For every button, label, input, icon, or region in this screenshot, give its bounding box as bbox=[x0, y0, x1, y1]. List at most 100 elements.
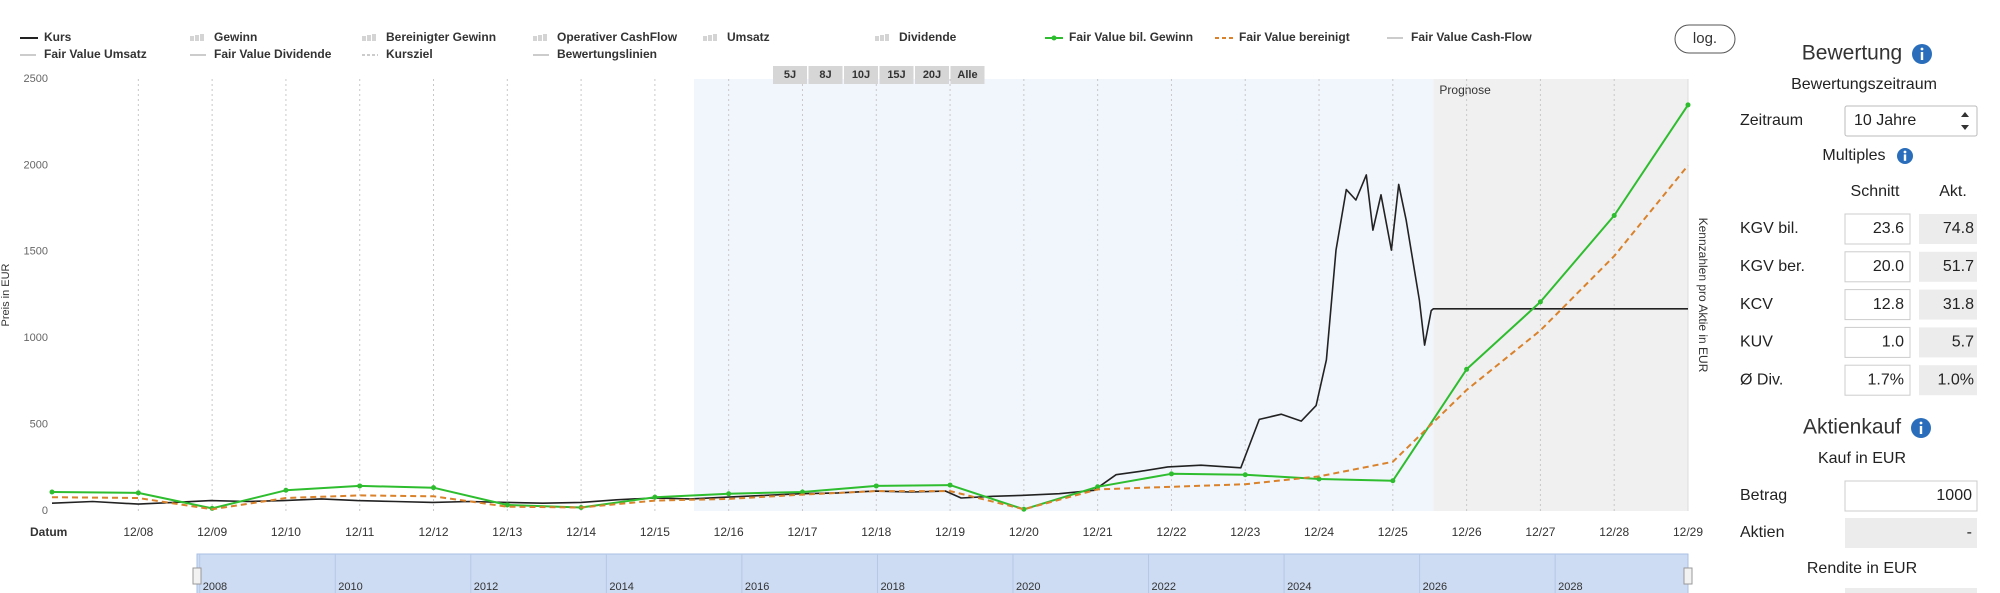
x-axis-label: Datum bbox=[30, 525, 67, 539]
range-button-label[interactable]: 10J bbox=[852, 69, 870, 81]
panel-subtitle: Bewertungszeitraum bbox=[1791, 76, 1937, 93]
navigator-handle[interactable] bbox=[192, 567, 202, 585]
avg-value[interactable]: 20.0 bbox=[1873, 258, 1904, 275]
legend-symbol bbox=[713, 34, 717, 41]
range-button-label[interactable]: 8J bbox=[819, 69, 831, 81]
info-icon-bar bbox=[1920, 52, 1924, 60]
x-tick-label: 12/14 bbox=[566, 525, 596, 539]
legend-label[interactable]: Bewertungslinien bbox=[557, 47, 657, 61]
legend-label[interactable]: Gewinn bbox=[214, 30, 257, 44]
row-label: KCV bbox=[1740, 296, 1773, 313]
y-tick-label: 1000 bbox=[24, 332, 48, 344]
navigator-tick-label: 2022 bbox=[1152, 581, 1176, 593]
field-label: Betrag bbox=[1740, 487, 1787, 504]
series-point bbox=[135, 490, 141, 496]
series-line bbox=[51, 164, 1689, 511]
legend-label[interactable]: Fair Value bereinigt bbox=[1239, 30, 1350, 44]
avg-value[interactable]: 1.0 bbox=[1882, 334, 1904, 351]
amount-input[interactable] bbox=[1844, 480, 1978, 512]
series-point bbox=[431, 485, 437, 491]
legend-label[interactable]: Kursziel bbox=[386, 47, 433, 61]
avg-value[interactable]: 12.8 bbox=[1873, 296, 1904, 313]
legend-symbol bbox=[362, 36, 366, 41]
info-icon-bar bbox=[1903, 154, 1907, 161]
legend-label[interactable]: Kurs bbox=[44, 30, 72, 44]
navigator-tick-label: 2028 bbox=[1558, 581, 1582, 593]
x-tick-label: 12/27 bbox=[1525, 525, 1555, 539]
x-tick-label: 12/26 bbox=[1452, 525, 1482, 539]
series-point bbox=[1464, 366, 1470, 372]
range-button-label[interactable]: 20J bbox=[923, 69, 941, 81]
current-box bbox=[1919, 214, 1977, 244]
info-icon-dot bbox=[1919, 421, 1923, 425]
legend-label[interactable]: Dividende bbox=[899, 30, 957, 44]
x-tick-label: 12/28 bbox=[1599, 525, 1629, 539]
y-axis-label: Preis in EUR bbox=[0, 263, 12, 326]
log-button-label[interactable]: log. bbox=[1693, 30, 1717, 47]
series-point bbox=[1685, 102, 1691, 108]
navigator-tick-label: 2024 bbox=[1287, 581, 1311, 593]
current-box bbox=[1919, 251, 1977, 282]
amount-value[interactable]: 1000 bbox=[1936, 487, 1972, 504]
avg-value[interactable]: 23.6 bbox=[1873, 220, 1904, 237]
section-title: Multiples bbox=[1822, 147, 1885, 164]
legend-symbol bbox=[195, 35, 199, 41]
x-tick-label: 12/11 bbox=[345, 525, 374, 539]
x-tick-label: 12/20 bbox=[1009, 525, 1039, 539]
range-button[interactable] bbox=[950, 66, 985, 84]
period-select[interactable] bbox=[1844, 105, 1978, 137]
current-value: 1.0% bbox=[1938, 371, 1974, 388]
avg-value[interactable]: 1.7% bbox=[1868, 371, 1904, 388]
range-button[interactable] bbox=[808, 66, 843, 84]
range-button[interactable] bbox=[879, 66, 914, 84]
forecast-range bbox=[1433, 79, 1688, 511]
range-button-label[interactable]: 15J bbox=[887, 69, 905, 81]
x-tick-label: 12/23 bbox=[1230, 525, 1260, 539]
legend-label[interactable]: Fair Value Cash-Flow bbox=[1411, 30, 1532, 44]
log-button[interactable] bbox=[1674, 24, 1736, 54]
navigator-handle[interactable] bbox=[1683, 567, 1693, 585]
legend-label[interactable]: Fair Value Umsatz bbox=[44, 47, 147, 61]
avg-input[interactable] bbox=[1844, 289, 1911, 321]
navigator-tick-label: 2020 bbox=[1016, 581, 1040, 593]
series-point bbox=[1611, 213, 1617, 219]
legend-label[interactable]: Fair Value bil. Gewinn bbox=[1069, 30, 1193, 44]
navigator-tick-label: 2016 bbox=[745, 581, 769, 593]
avg-input[interactable] bbox=[1844, 364, 1911, 396]
avg-input[interactable] bbox=[1844, 326, 1911, 358]
legend-label[interactable]: Operativer CashFlow bbox=[557, 30, 678, 44]
row-label: Ø Div. bbox=[1740, 371, 1783, 388]
navigator-tick-label: 2026 bbox=[1423, 581, 1447, 593]
series-point bbox=[1242, 472, 1248, 478]
info-icon-dot bbox=[1920, 47, 1924, 51]
range-button[interactable] bbox=[844, 66, 878, 84]
legend-symbol bbox=[538, 35, 542, 41]
right-axis-label: Kennzahlen pro Aktie in EUR bbox=[1696, 218, 1710, 373]
range-button[interactable] bbox=[915, 66, 949, 84]
avg-input[interactable] bbox=[1844, 251, 1911, 283]
legend-symbol bbox=[367, 35, 371, 41]
current-value: 74.8 bbox=[1943, 220, 1974, 237]
x-tick-label: 12/29 bbox=[1673, 525, 1703, 539]
navigator[interactable] bbox=[196, 553, 1689, 593]
range-button-label[interactable]: Alle bbox=[957, 69, 977, 81]
current-box bbox=[1919, 327, 1977, 358]
x-tick-label: 12/22 bbox=[1156, 525, 1186, 539]
range-button-label[interactable]: 5J bbox=[784, 69, 796, 81]
column-header: Akt. bbox=[1939, 183, 1967, 200]
legend-symbol bbox=[708, 35, 712, 41]
avg-input[interactable] bbox=[1844, 213, 1911, 245]
legend-label[interactable]: Fair Value Dividende bbox=[214, 47, 332, 61]
legend-label[interactable]: Umsatz bbox=[727, 30, 770, 44]
field-label: Zeitraum bbox=[1740, 112, 1803, 129]
current-value: 5.7 bbox=[1952, 334, 1974, 351]
select-caret bbox=[1961, 112, 1969, 130]
series-point bbox=[357, 483, 363, 489]
range-button[interactable] bbox=[773, 66, 807, 84]
legend-symbol bbox=[543, 34, 547, 41]
legend-label[interactable]: Bereinigter Gewinn bbox=[386, 30, 496, 44]
x-tick-label: 12/18 bbox=[861, 525, 891, 539]
series-point bbox=[504, 502, 510, 508]
panel-title: Bewertung bbox=[1802, 42, 1902, 65]
period-select-value[interactable]: 10 Jahre bbox=[1854, 112, 1916, 129]
